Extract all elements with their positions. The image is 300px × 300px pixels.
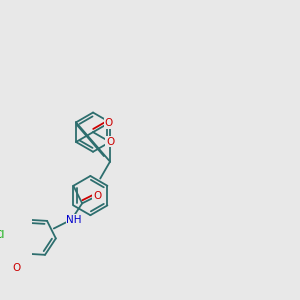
Text: O: O [93,191,101,201]
Text: O: O [12,262,20,273]
Text: O: O [106,137,114,147]
Text: Cl: Cl [0,230,5,240]
Text: NH: NH [66,215,82,225]
Text: O: O [104,118,112,128]
